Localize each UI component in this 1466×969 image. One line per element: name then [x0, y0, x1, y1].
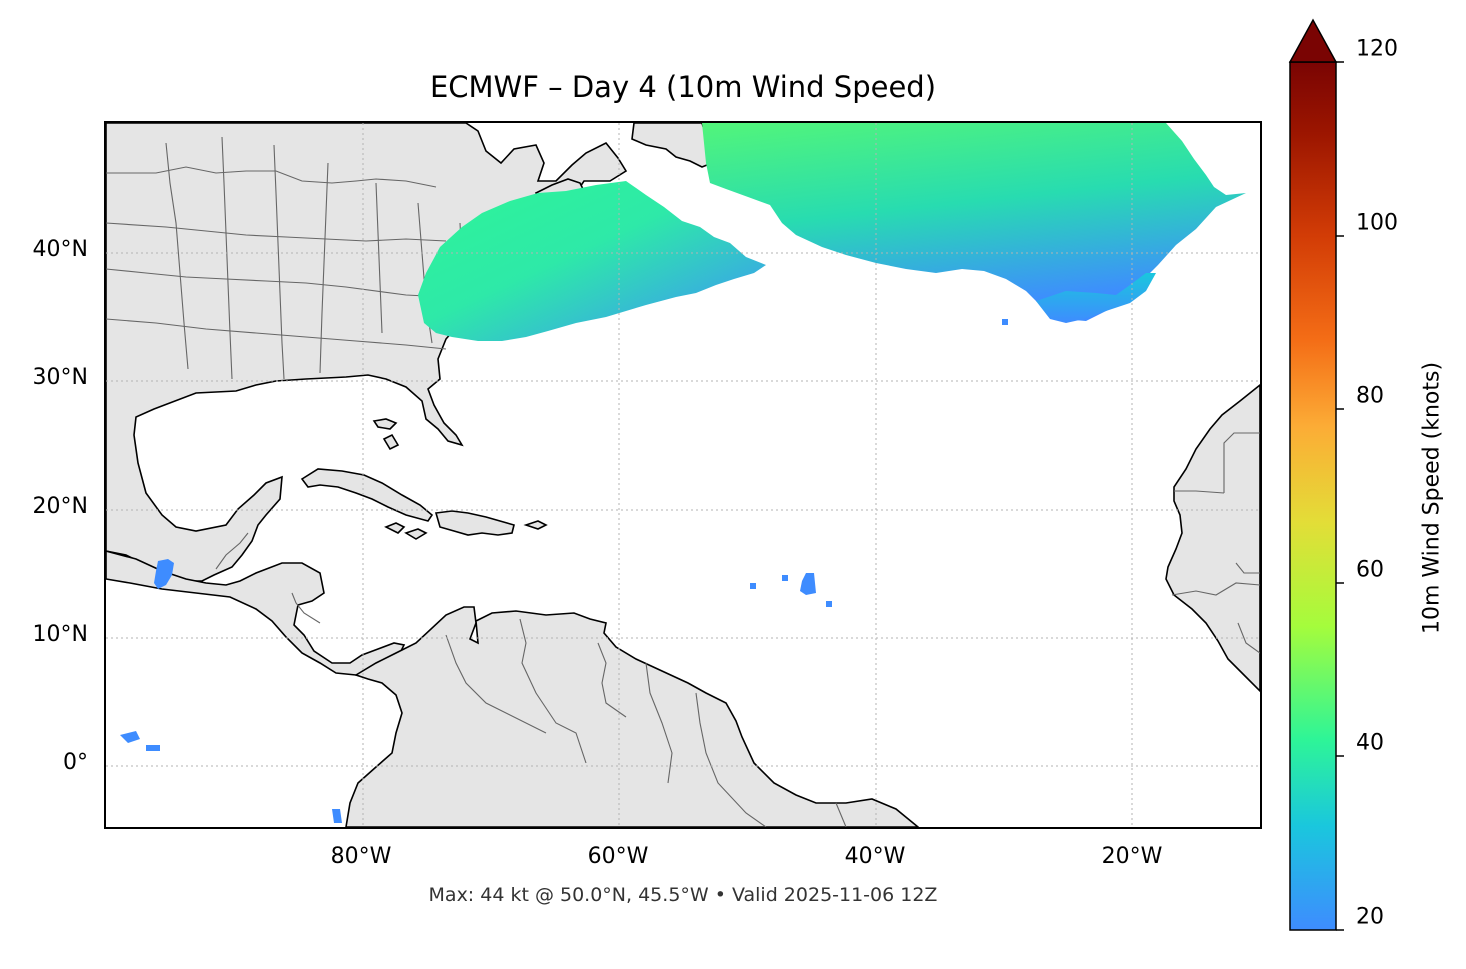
wind-speed-field: [120, 123, 1246, 823]
colorbar-tick-100: 100: [1356, 210, 1398, 236]
y-tick-20n: 20°N: [32, 494, 88, 519]
colorbar-tick-80: 80: [1356, 383, 1384, 409]
map-panel[interactable]: [104, 121, 1262, 829]
y-tick-0: 0°: [63, 750, 88, 775]
land-newfoundland: [631, 123, 713, 168]
x-tick-80w: 80°W: [330, 844, 392, 869]
x-tick-20w: 20°W: [1101, 844, 1163, 869]
colorbar-label: 10m Wind Speed (knots): [1419, 361, 1445, 635]
land-south-america: [345, 606, 920, 827]
map-canvas: [106, 123, 1260, 827]
x-tick-60w: 60°W: [587, 844, 649, 869]
colorbar-tick-120: 120: [1356, 36, 1398, 62]
y-tick-10n: 10°N: [32, 622, 88, 647]
land-central-america: [106, 550, 406, 676]
x-tick-40w: 40°W: [844, 844, 906, 869]
colorbar-tick-60: 60: [1356, 557, 1384, 583]
colorbar-gradient: [1289, 61, 1337, 931]
colorbar-tick-40: 40: [1356, 730, 1384, 756]
wind-region-nw-atlantic: [418, 181, 766, 341]
wind-spot-pacific-south: [120, 731, 342, 823]
y-tick-30n: 30°N: [32, 365, 88, 390]
map-footer: Max: 44 kt @ 50.0°N, 45.5°W • Valid 2025…: [428, 884, 938, 906]
land-africa: [1165, 383, 1260, 693]
colorbar-tick-20: 20: [1356, 904, 1384, 930]
land-caribbean-islands: [300, 418, 548, 540]
wind-spot-pacific: [154, 559, 174, 589]
colorbar-extend-arrow: [1288, 18, 1338, 63]
wind-region-east-atlantic: [1036, 273, 1156, 323]
gridlines: [106, 123, 1260, 827]
map-title: ECMWF – Day 4 (10m Wind Speed): [429, 70, 937, 104]
y-tick-40n: 40°N: [32, 237, 88, 262]
colorbar: [1286, 14, 1346, 934]
wind-spot-small: [750, 319, 1008, 607]
wind-region-central-atlantic: [702, 123, 1246, 321]
wind-spot-tropical-atlantic: [800, 573, 816, 595]
